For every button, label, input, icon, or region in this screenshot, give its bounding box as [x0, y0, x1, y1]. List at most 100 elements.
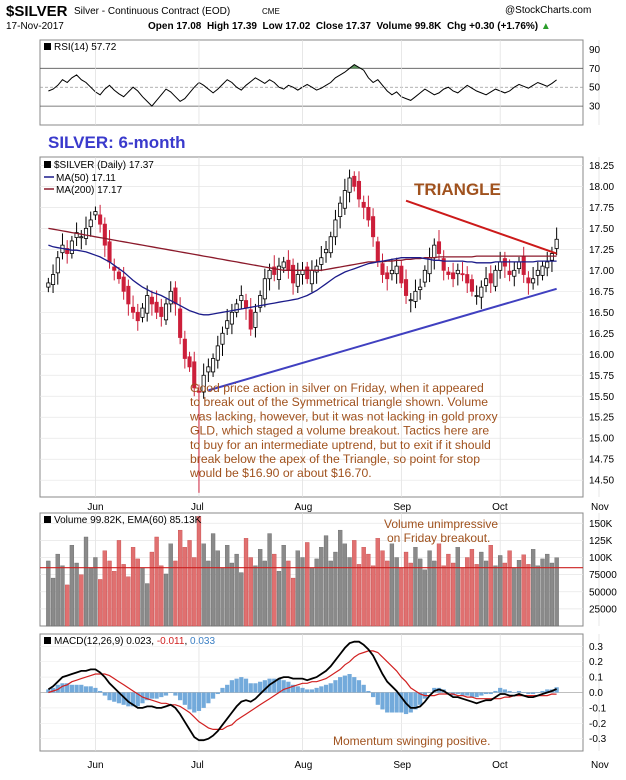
- candle-body: [361, 201, 366, 208]
- volume-bar: [403, 551, 409, 627]
- price-x-tick: Jul: [191, 502, 204, 513]
- macd-histogram-bar: [69, 684, 75, 693]
- candle-body: [479, 286, 484, 298]
- price-legend: $SILVER (Daily) 17.37 MA(50) 17.11 MA(20…: [44, 160, 154, 196]
- candle-body: [74, 232, 79, 238]
- volume-legend: Volume 99.82K, EMA(60) 85.13K: [44, 515, 202, 526]
- volume-bar: [253, 565, 258, 627]
- macd-histogram-bar: [535, 692, 540, 693]
- candle-body: [342, 190, 347, 209]
- volume-axis-tick: 150K: [589, 519, 613, 530]
- price-plot: [40, 157, 600, 497]
- candle-body: [512, 269, 517, 277]
- macd-histogram-bar: [493, 690, 498, 693]
- candle-body: [545, 261, 550, 269]
- macd-histogram-bar: [248, 683, 253, 693]
- macd-histogram-bar: [187, 692, 192, 710]
- volume-bar: [50, 577, 56, 627]
- open-value: 17.08: [176, 21, 202, 32]
- candle-body: [46, 282, 51, 288]
- volume-bar: [168, 543, 173, 627]
- candle-body: [286, 259, 291, 271]
- macd-histogram-bar: [79, 684, 84, 693]
- macd-axis-tick: -0.1: [589, 703, 607, 714]
- high-label: High: [206, 21, 230, 32]
- macd-histogram-bar: [215, 692, 220, 695]
- candle-body: [540, 265, 545, 276]
- price-axis-tick: 16.75: [589, 287, 614, 298]
- macd-x-tick: Jul: [191, 760, 204, 771]
- macd-histogram-bar: [88, 686, 93, 693]
- candle-body: [309, 269, 314, 285]
- candle-body: [521, 256, 526, 275]
- volume-bar: [370, 565, 376, 627]
- candle-body: [220, 332, 225, 345]
- price-axis-tick: 17.50: [589, 224, 614, 235]
- volume-bar: [248, 557, 253, 627]
- macd-x-tick: Nov: [591, 760, 609, 771]
- macd-histogram-bar: [149, 692, 155, 699]
- candle-body: [403, 279, 409, 296]
- symbol-title: $SILVER: [6, 3, 68, 20]
- volume-bar: [432, 560, 437, 627]
- macd-histogram-bar: [319, 686, 324, 693]
- candle-body: [140, 307, 145, 318]
- candle-body: [352, 175, 357, 187]
- candle-body: [323, 248, 329, 254]
- volume-bar: [286, 560, 291, 627]
- macd-histogram-bar: [389, 692, 395, 713]
- macd-histogram-bar: [399, 692, 404, 713]
- candle-body: [554, 238, 559, 249]
- macd-histogram-bar: [201, 692, 206, 708]
- volume-bar: [305, 542, 310, 627]
- candle-body: [526, 277, 531, 284]
- macd-histogram-bar: [93, 687, 98, 693]
- macd-histogram-bar: [305, 689, 310, 693]
- volume-bar: [545, 553, 550, 627]
- rsi-axis-tick: 70: [589, 64, 601, 75]
- rsi-legend: RSI(14) 57.72: [44, 42, 117, 53]
- volume-bar: [422, 569, 427, 627]
- candle-body: [446, 271, 451, 275]
- volume-bar: [116, 540, 122, 627]
- chg-value: +0.30 (+1.76%): [469, 21, 539, 32]
- volume-bar: [418, 558, 423, 627]
- candle-body: [215, 345, 220, 361]
- candle-body: [149, 296, 154, 305]
- macd-histogram-bar: [385, 692, 390, 713]
- candle-body: [389, 269, 394, 275]
- volume-bar: [65, 584, 70, 627]
- candle-body: [112, 266, 117, 271]
- rsi-panel: [39, 39, 584, 126]
- volume-bar: [333, 551, 338, 627]
- candle-body: [69, 240, 74, 254]
- volume-bar: [74, 562, 79, 627]
- candle-body: [469, 279, 474, 292]
- chg-label: Chg: [446, 21, 467, 32]
- price-axis-tick: 15.25: [589, 413, 614, 424]
- candle-body: [385, 272, 390, 280]
- candle-body: [168, 290, 173, 305]
- low-value: 17.02: [285, 21, 311, 32]
- macd-histogram-bar: [178, 692, 183, 701]
- price-axis-tick: 17.75: [589, 203, 614, 214]
- volume-bar: [521, 554, 526, 627]
- volume-bar: [60, 565, 65, 627]
- candle-body: [88, 219, 93, 228]
- macd-histogram-bar: [413, 692, 418, 710]
- volume-bar: [239, 572, 244, 627]
- macd-histogram-bar: [483, 692, 489, 695]
- macd-histogram-bar: [140, 692, 145, 704]
- macd-histogram-bar: [370, 692, 376, 698]
- ma200-line: [48, 227, 557, 271]
- macd-histogram-bar: [502, 689, 507, 693]
- volume-bar: [234, 553, 239, 627]
- macd-histogram-bar: [380, 692, 385, 710]
- candle-body: [116, 271, 121, 280]
- candle-body: [380, 263, 385, 275]
- candle-body: [432, 244, 437, 259]
- macd-histogram-bar: [465, 692, 470, 696]
- ma200-legend: MA(200) 17.17: [56, 185, 123, 196]
- candle-body: [413, 290, 418, 302]
